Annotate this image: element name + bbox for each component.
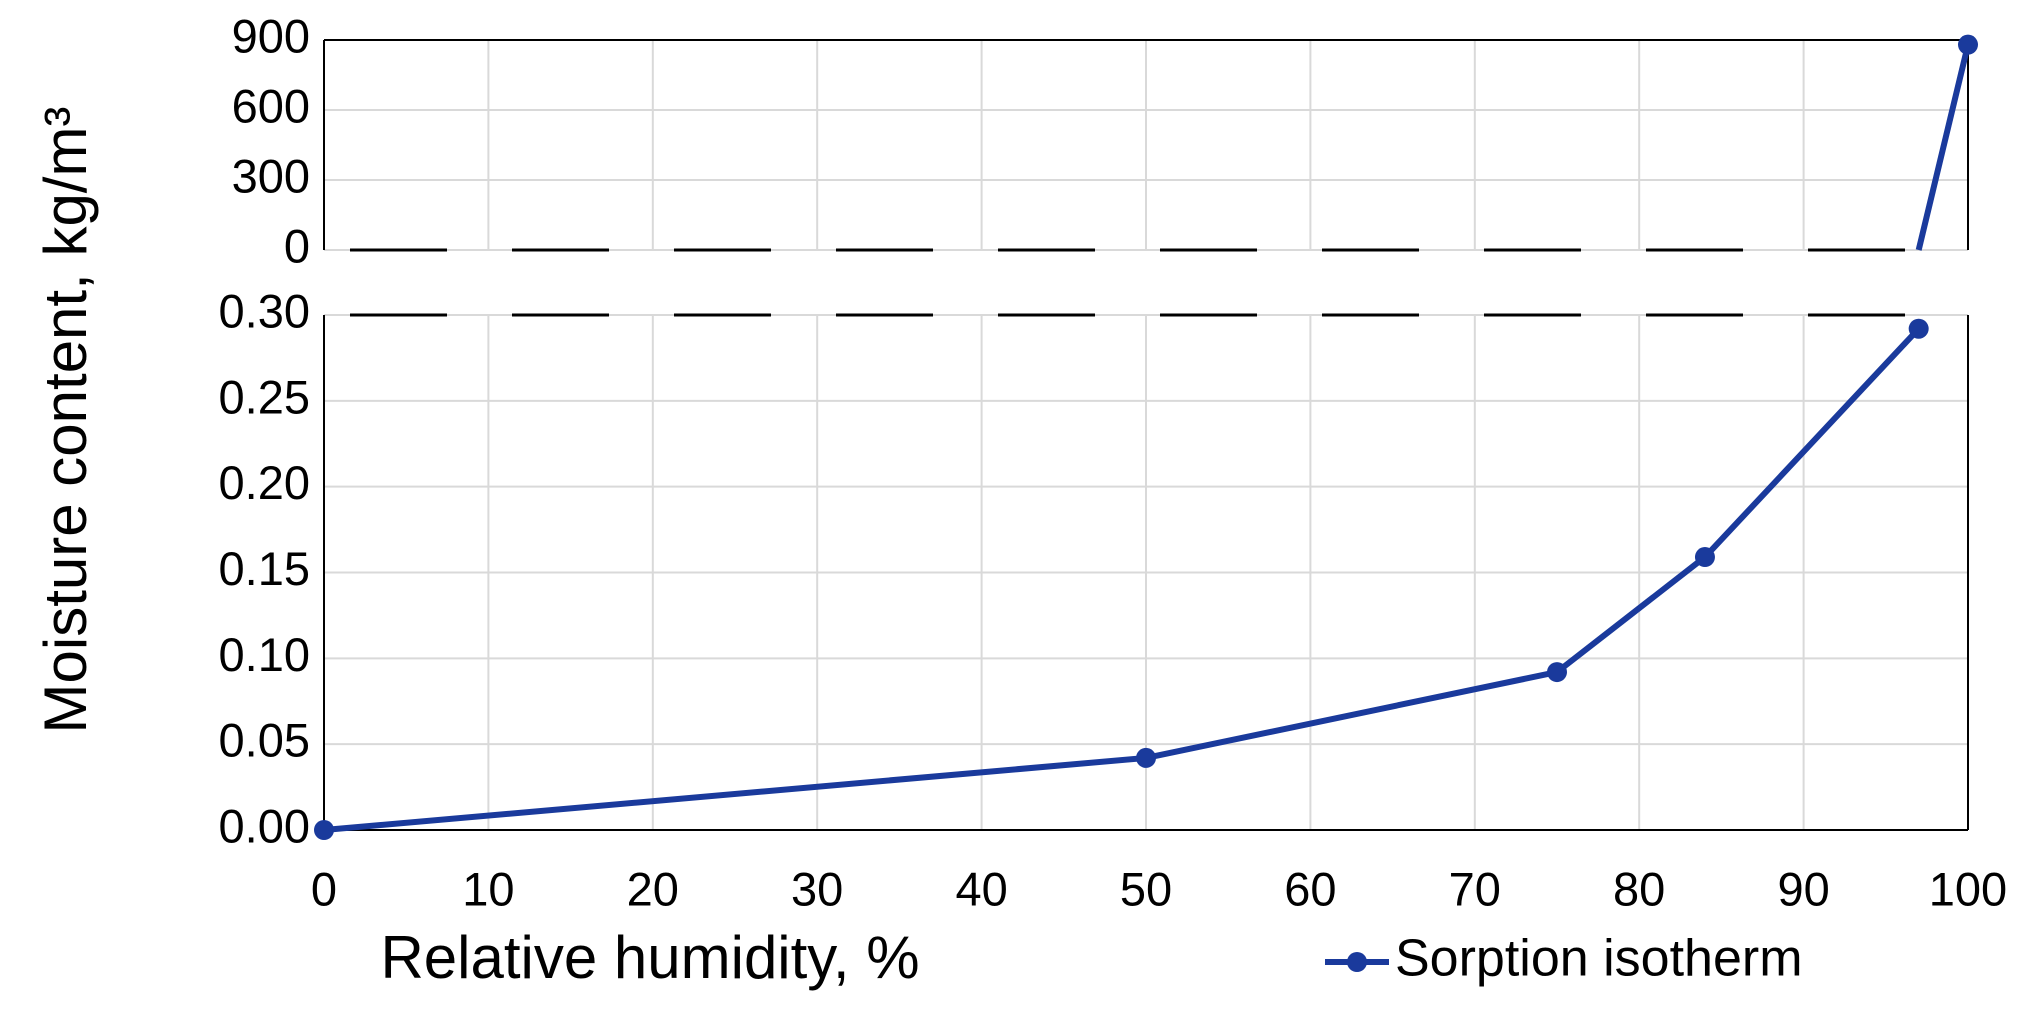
data-point <box>1136 747 1156 768</box>
y-tick-label: 0.30 <box>219 284 310 337</box>
x-tick-label: 20 <box>627 862 679 915</box>
series-line <box>1915 43 1971 251</box>
y-tick-label: 300 <box>232 149 310 202</box>
y-tick-label: 0.15 <box>219 542 310 595</box>
y-tick-label: 0.20 <box>219 456 310 509</box>
data-point <box>1547 662 1567 683</box>
legend-marker <box>1347 952 1367 972</box>
y-tick-label: 900 <box>232 9 310 62</box>
y-tick-label: 0 <box>284 219 310 272</box>
data-point <box>1958 34 1978 55</box>
x-tick-label: 90 <box>1777 862 1829 915</box>
data-point <box>1694 547 1715 568</box>
y-tick-label: 0.05 <box>219 714 310 767</box>
y-tick-label: 0.10 <box>219 628 310 681</box>
x-tick-label: 10 <box>462 862 514 915</box>
x-tick-label: 50 <box>1120 862 1172 915</box>
legend-label: Sorption isotherm <box>1395 930 1803 988</box>
x-tick-label: 80 <box>1613 862 1665 915</box>
y-tick-label: 600 <box>232 79 310 132</box>
y-axis-title: Moisture content, kg/m³ <box>32 107 99 734</box>
y-tick-label: 0.25 <box>219 370 310 423</box>
x-tick-label: 100 <box>1929 862 2007 915</box>
x-tick-label: 0 <box>311 862 337 915</box>
y-tick-label: 0.00 <box>219 799 310 852</box>
x-axis-title: Relative humidity, % <box>380 924 919 991</box>
data-point <box>314 820 334 840</box>
x-tick-label: 70 <box>1449 862 1501 915</box>
x-tick-label: 30 <box>791 862 843 915</box>
x-tick-label: 60 <box>1284 862 1336 915</box>
data-point <box>1908 318 1929 339</box>
x-tick-label: 40 <box>955 862 1007 915</box>
series-line <box>323 326 1921 833</box>
